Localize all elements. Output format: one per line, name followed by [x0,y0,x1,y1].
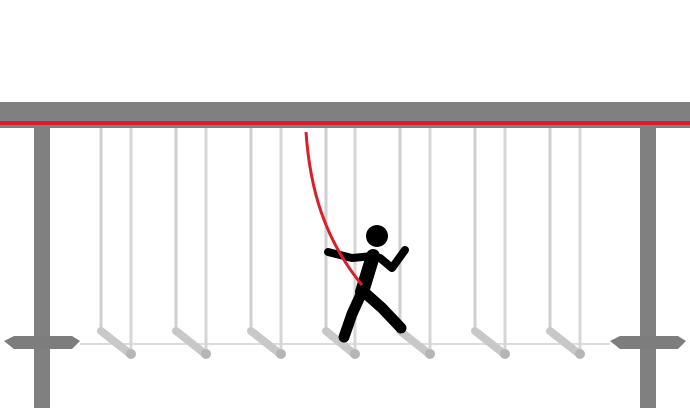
person-leg [338,286,368,343]
left-platform [4,336,80,349]
swing [172,110,211,359]
person [324,225,409,343]
lanyard [304,131,364,286]
swing-knot [201,349,211,359]
swing-board [97,327,133,357]
swing [396,110,435,359]
left-post [34,126,50,408]
person-arm [324,248,377,262]
swings [97,110,585,359]
swing-board [546,327,582,357]
swing-board [396,327,432,357]
swing-board [172,327,208,357]
person-leg [358,286,407,334]
safety-cable [0,121,690,125]
right-platform [610,336,686,349]
swing-knot [425,349,435,359]
swing-board [247,327,283,357]
swing [97,110,136,359]
swing [247,110,286,359]
swing-knot [575,349,585,359]
swing [471,110,510,359]
swing-knot [126,349,136,359]
person-arm [376,246,409,272]
person-torso [355,249,380,299]
swing [546,110,585,359]
right-post [640,126,656,408]
swing-knot [350,349,360,359]
swing-board [471,327,507,357]
person-head [366,225,388,247]
swing-knot [500,349,510,359]
swing-knot [276,349,286,359]
swing-board [322,327,357,357]
